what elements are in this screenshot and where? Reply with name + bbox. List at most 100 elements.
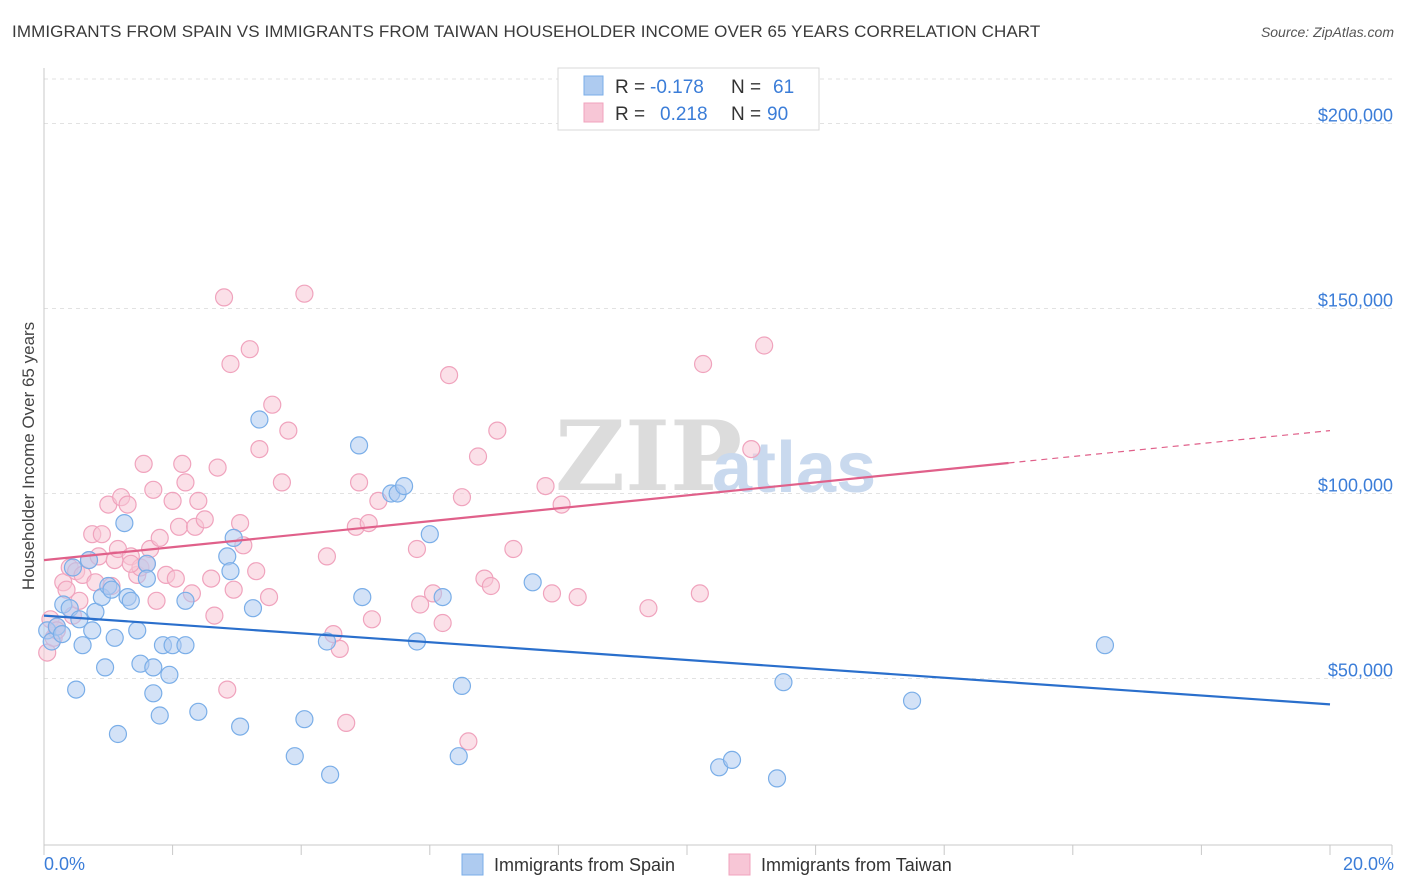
spain-point (221, 562, 240, 581)
trend-line-taiwan (43, 461, 1009, 562)
taiwan-point (433, 613, 452, 633)
taiwan-point (240, 340, 259, 359)
taiwan-point (337, 713, 356, 733)
spain-point (128, 621, 147, 640)
taiwan-point (481, 576, 500, 596)
y-tick-label: $50,000 (1328, 661, 1393, 681)
legend-n-label-spain: N = (731, 77, 761, 98)
spain-point (224, 528, 243, 548)
x-tick-label-right: 20.0% (1343, 854, 1394, 874)
spain-point (449, 747, 468, 766)
taiwan-point (568, 587, 587, 607)
taiwan-point (221, 354, 240, 374)
watermark-zip: ZIP (555, 400, 742, 513)
taiwan-point (224, 580, 243, 599)
spain-point (176, 636, 195, 655)
spain-point (115, 513, 134, 533)
taiwan-point (504, 539, 523, 559)
y-axis-label: Householder Income Over 65 years (19, 322, 38, 590)
taiwan-point (214, 288, 234, 307)
bottom-legend-swatch-spain (461, 853, 484, 876)
spain-point (394, 477, 414, 496)
correlation-legend: R = -0.178 N = 61 R = 0.218 N = 90 (557, 67, 820, 131)
taiwan-point (439, 366, 459, 385)
taiwan-point (150, 528, 169, 548)
taiwan-point (218, 680, 237, 699)
legend-r-value-taiwan: 0.218 (660, 104, 708, 125)
spain-point (317, 632, 337, 651)
trend-lines (43, 430, 1331, 706)
spain-point (902, 691, 922, 710)
taiwan-point (552, 495, 571, 514)
spain-point (452, 676, 472, 696)
spain-point (108, 724, 128, 744)
chart-title: IMMIGRANTS FROM SPAIN VS IMMIGRANTS FROM… (12, 22, 1041, 41)
spain-point (231, 717, 250, 736)
legend-swatch-spain (583, 75, 604, 96)
taiwan-point (147, 591, 166, 610)
taiwan-point (488, 421, 507, 440)
taiwan-point (134, 454, 153, 473)
taiwan-point (272, 473, 292, 492)
spain-point (722, 750, 742, 770)
spain-point (176, 591, 195, 610)
spain-point (243, 599, 263, 618)
taiwan-point (144, 480, 163, 499)
spain-point (150, 706, 169, 725)
legend-swatch-taiwan (583, 102, 604, 123)
x-tick-label-left: 0.0% (44, 854, 85, 874)
taiwan-point (202, 569, 221, 588)
taiwan-point (349, 473, 369, 492)
taiwan-point (205, 606, 224, 625)
spain-point (67, 680, 86, 699)
legend-r-value-spain: -0.178 (650, 77, 704, 98)
spain-point (52, 624, 72, 644)
taiwan-point (195, 510, 214, 529)
legend-r-label-spain: R = (615, 77, 645, 98)
bottom-legend-swatch-taiwan (728, 853, 751, 876)
spain-point (285, 747, 304, 766)
spain-point (774, 673, 793, 692)
spain-point (189, 702, 208, 721)
taiwan-point (295, 284, 314, 303)
spain-point (349, 436, 369, 455)
taiwan-point (208, 458, 227, 477)
trend-line-taiwan-dashed (1008, 430, 1331, 464)
legend-r-label-taiwan: R = (615, 104, 645, 125)
taiwan-point (693, 354, 713, 374)
taiwan-point (639, 599, 658, 618)
spain-point (102, 580, 121, 599)
spain-point (523, 573, 542, 592)
taiwan-point (169, 517, 189, 536)
spain-point (95, 658, 115, 677)
legend-n-value-spain: 61 (773, 77, 794, 98)
spain-point (420, 525, 439, 544)
spain-point (63, 558, 83, 577)
taiwan-point (407, 539, 427, 559)
taiwan-point (317, 547, 337, 566)
taiwan-point (536, 477, 555, 496)
spain-point (105, 628, 124, 647)
taiwan-point (166, 569, 185, 588)
taiwan-point (173, 454, 192, 473)
source-label: Source: ZipAtlas.com (1260, 24, 1394, 40)
spain-point (160, 665, 179, 684)
taiwan-point (452, 488, 472, 507)
taiwan-point (259, 587, 279, 607)
taiwan-point (411, 595, 430, 614)
trend-line-spain (43, 614, 1331, 706)
series-legend: Immigrants from Spain Immigrants from Ta… (461, 853, 952, 876)
y-axis-tick-labels: $50,000 $100,000 $150,000 $200,000 (1318, 106, 1393, 681)
spain-point (137, 569, 156, 588)
taiwan-point (459, 732, 478, 751)
spain-point (144, 658, 163, 677)
spain-point (295, 710, 314, 729)
gridlines (44, 78, 1392, 679)
series-spain-points (38, 410, 1115, 788)
spain-point (144, 684, 163, 703)
spain-point (1095, 636, 1115, 655)
spain-point (83, 621, 102, 640)
legend-n-value-taiwan: 90 (767, 104, 788, 125)
taiwan-point (163, 491, 182, 510)
